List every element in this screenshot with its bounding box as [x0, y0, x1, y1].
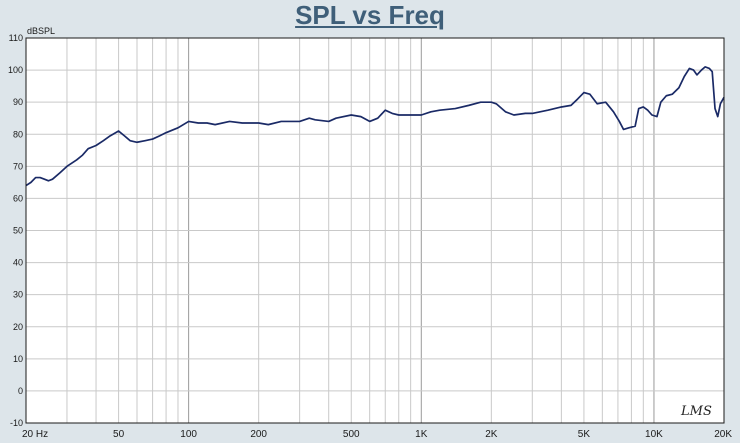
y-axis-label: dBSPL — [27, 26, 55, 36]
x-tick-label: 5K — [578, 429, 591, 440]
x-tick-label: 20K — [714, 429, 732, 440]
x-tick-label: 500 — [343, 429, 360, 440]
lms-watermark: LMS — [680, 404, 712, 419]
spl-curve-line — [25, 66, 725, 187]
x-tick-labels: 20 Hz 50 100 200 500 1K 2K 5K 10K 20K — [22, 429, 732, 440]
x-tick-label: 20 Hz — [22, 429, 48, 440]
y-tick-label: 80 — [13, 129, 23, 139]
y-tick-label: 40 — [13, 258, 23, 268]
x-tick-label: 2K — [485, 429, 498, 440]
x-tick-label: 200 — [250, 429, 267, 440]
chart-title: SPL vs Freq — [295, 0, 445, 30]
y-tick-label: 0 — [18, 386, 23, 396]
y-tick-label: 110 — [9, 33, 23, 43]
y-tick-label: 60 — [13, 193, 23, 203]
y-tick-label: -10 — [10, 418, 23, 428]
x-tick-label: 50 — [113, 429, 125, 440]
y-tick-label: 90 — [13, 97, 23, 107]
x-tick-label: 10K — [645, 429, 663, 440]
x-tick-label: 1K — [415, 429, 428, 440]
y-tick-label: 10 — [13, 354, 23, 364]
y-tick-label: 50 — [13, 226, 23, 236]
plot-border — [25, 37, 725, 424]
y-tick-label: 20 — [13, 322, 23, 332]
y-tick-label: 100 — [8, 65, 23, 75]
y-tick-label: 30 — [13, 290, 23, 300]
x-tick-label: 100 — [180, 429, 197, 440]
y-tick-label: 70 — [13, 161, 23, 171]
